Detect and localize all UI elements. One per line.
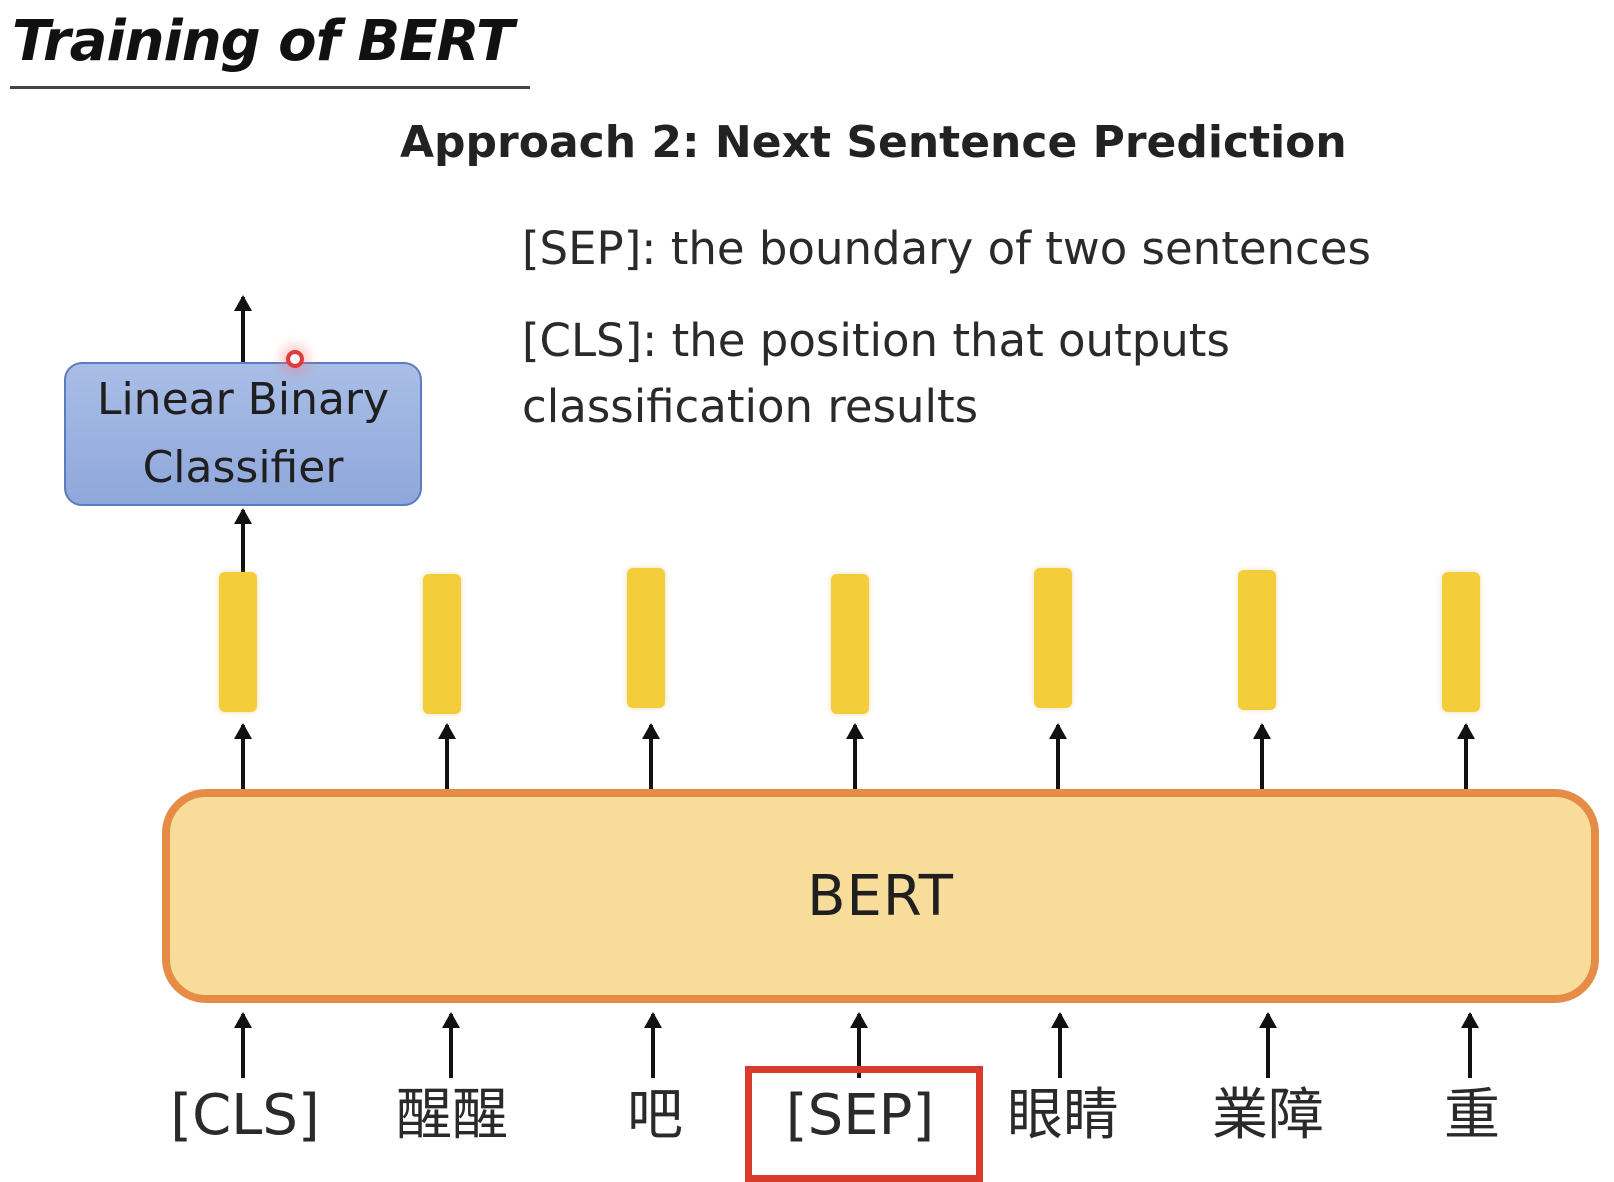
- bert-output-arrow-3: [642, 723, 660, 789]
- token-6: 業障: [1212, 1083, 1324, 1148]
- token-3: 吧: [627, 1083, 683, 1148]
- token-5: 眼睛: [1007, 1083, 1119, 1148]
- cls-definition-line-1: [CLS]: the position that outputs: [522, 314, 1230, 367]
- token-input-arrow-6: [1259, 1012, 1277, 1078]
- pointer-cursor-icon: [286, 350, 304, 368]
- output-embedding-token-3: [627, 568, 665, 708]
- classifier-output-arrow: [234, 295, 252, 362]
- token-input-arrow-7: [1461, 1012, 1479, 1078]
- output-embedding-token-6: [1238, 570, 1276, 710]
- title-underline: [10, 86, 530, 89]
- token-input-arrow-5: [1051, 1012, 1069, 1078]
- cls-definition-line-2: classification results: [522, 380, 979, 433]
- sep-definition: [SEP]: the boundary of two sentences: [522, 222, 1371, 275]
- sep-highlight-box: [745, 1066, 983, 1182]
- bert-output-arrow-5: [1049, 723, 1067, 789]
- output-embedding-cls: [219, 572, 257, 712]
- classifier-label-line-2: Classifier: [142, 442, 344, 493]
- token-cls: [CLS]: [170, 1083, 320, 1148]
- slide-title: Training of BERT: [12, 9, 514, 74]
- output-embedding-token-5: [1034, 568, 1072, 708]
- bert-label: BERT: [807, 863, 954, 929]
- bert-output-arrow-7: [1457, 723, 1475, 789]
- bert-output-arrow-4: [846, 723, 864, 789]
- cls-to-classifier-arrow: [234, 508, 252, 572]
- token-input-arrow-2: [442, 1012, 460, 1078]
- token-sep: [SEP]: [785, 1083, 935, 1148]
- token-input-arrow-4: [850, 1012, 868, 1078]
- slide-subtitle: Approach 2: Next Sentence Prediction: [400, 117, 1347, 168]
- bert-output-arrow-6: [1253, 723, 1271, 789]
- bert-model-block: BERT: [162, 789, 1599, 1003]
- classifier-label-line-1: Linear Binary: [96, 374, 390, 425]
- token-input-arrow-1: [234, 1012, 252, 1078]
- output-embedding-token-7: [1442, 572, 1480, 712]
- token-7: 重: [1444, 1083, 1500, 1148]
- token-2: 醒醒: [396, 1083, 508, 1148]
- bert-output-arrow-1: [234, 723, 252, 789]
- bert-output-arrow-2: [438, 723, 456, 789]
- output-embedding-sep: [831, 574, 869, 714]
- linear-binary-classifier-box: Linear Binary Classifier: [64, 362, 422, 506]
- token-input-arrow-3: [644, 1012, 662, 1078]
- output-embedding-token-2: [423, 574, 461, 714]
